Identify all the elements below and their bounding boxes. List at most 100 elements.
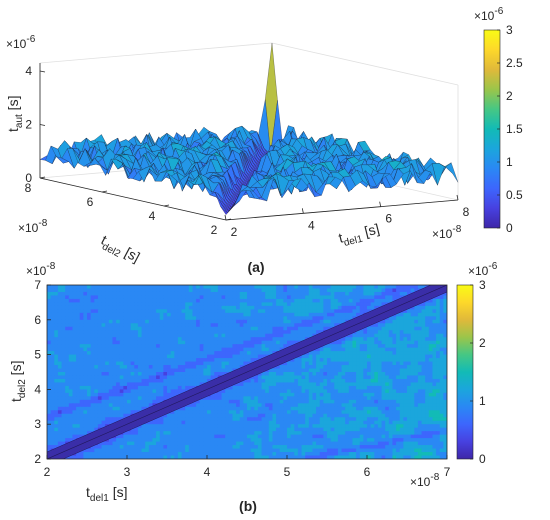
contour-cell [174, 365, 179, 370]
contour-cell [312, 375, 317, 380]
contour-cell [290, 323, 295, 328]
contour-cell [159, 368, 164, 373]
contour-cell [207, 344, 212, 349]
contour-cell [94, 378, 99, 384]
contour-cell [57, 382, 63, 387]
contour-cell [94, 330, 99, 335]
contour-cell [188, 344, 194, 349]
contour-cell [261, 319, 266, 324]
contour-cell [287, 302, 292, 307]
contour-cell [399, 344, 404, 349]
contour-cell [403, 399, 408, 404]
contour-cell [316, 323, 321, 328]
contour-cell [236, 389, 241, 394]
colorbar-a-tick-label: 2 [506, 89, 513, 103]
contour-cell [68, 326, 74, 331]
contour-cell [163, 330, 168, 335]
contour-cell [159, 330, 164, 335]
contour-cell [261, 326, 266, 331]
contour-cell [141, 316, 146, 321]
contour-cell [57, 361, 63, 366]
contour-cell [65, 378, 70, 384]
contour-cell [90, 302, 95, 307]
contour-cell [116, 337, 121, 342]
contour-cell [87, 358, 92, 363]
contour-cell [54, 344, 59, 349]
contour-cell [141, 392, 146, 397]
contour-cell [134, 323, 139, 328]
contour-cell [181, 347, 186, 352]
contour-cell [57, 351, 63, 356]
contour-cell [83, 358, 88, 363]
contour-cell [436, 361, 441, 366]
contour-cell [392, 295, 397, 300]
contour-cell [159, 375, 164, 380]
contour-cell [265, 288, 270, 293]
contour-cell [137, 358, 143, 363]
contour-cell [112, 354, 117, 359]
contour-cell [50, 347, 55, 352]
contour-cell [90, 372, 95, 377]
contour-cell [432, 312, 437, 317]
contour-cell [221, 351, 226, 356]
contour-cell [316, 305, 321, 310]
contour-cell [388, 316, 394, 321]
contour-cell [203, 333, 208, 338]
contour-cell [188, 288, 194, 293]
contour-cell [392, 378, 397, 384]
contour-cell [257, 351, 263, 356]
contour-cell [388, 372, 394, 377]
contour-cell [297, 298, 303, 303]
contour-cell [414, 368, 419, 373]
contour-cell [436, 305, 441, 310]
contour-cell [108, 396, 114, 401]
contour-cell [345, 368, 350, 373]
contour-cell [257, 392, 263, 397]
contour-cell [177, 358, 183, 363]
contour-cell [388, 340, 394, 345]
contour-cell [403, 309, 408, 314]
contour-cell [443, 378, 447, 384]
contour-cell [439, 368, 444, 373]
contour-cell [50, 326, 55, 331]
contour-cell [221, 392, 226, 397]
contour-cell [305, 291, 310, 297]
contour-cell [425, 340, 430, 345]
contour-cell [134, 340, 139, 345]
contour-cell [345, 358, 350, 363]
contour-cell [363, 337, 368, 342]
contour-cell [137, 333, 143, 338]
contour-cell [101, 368, 106, 373]
contour-cell [388, 354, 394, 359]
contour-cell [221, 295, 226, 300]
contour-cell [367, 389, 372, 394]
contour-cell [403, 378, 408, 384]
contour-cell [68, 354, 74, 359]
contour-cell [90, 399, 95, 404]
contour-cell [341, 312, 346, 317]
contour-cell [243, 396, 248, 401]
contour-cell [210, 372, 215, 377]
contour-cell [47, 309, 52, 314]
contour-cell [396, 372, 401, 377]
contour-cell [87, 399, 92, 404]
contour-cell [385, 333, 390, 338]
contour-cell [287, 295, 292, 300]
contour-cell [290, 385, 295, 390]
contour-cell [348, 392, 354, 397]
contour-cell [47, 368, 52, 373]
contour-cell [301, 291, 306, 297]
contour-cell [83, 372, 88, 377]
contour-cell [308, 375, 314, 380]
contour-cell [236, 354, 241, 359]
contour-cell [279, 333, 284, 338]
contour-cell [254, 382, 259, 387]
contour-cell [370, 361, 375, 366]
contour-cell [228, 385, 234, 390]
box-edge [39, 42, 273, 64]
contour-cell [68, 330, 74, 335]
contour-cell [181, 361, 186, 366]
contour-cell [254, 354, 259, 359]
contour-cell [428, 368, 434, 373]
contour-cell [54, 316, 59, 321]
